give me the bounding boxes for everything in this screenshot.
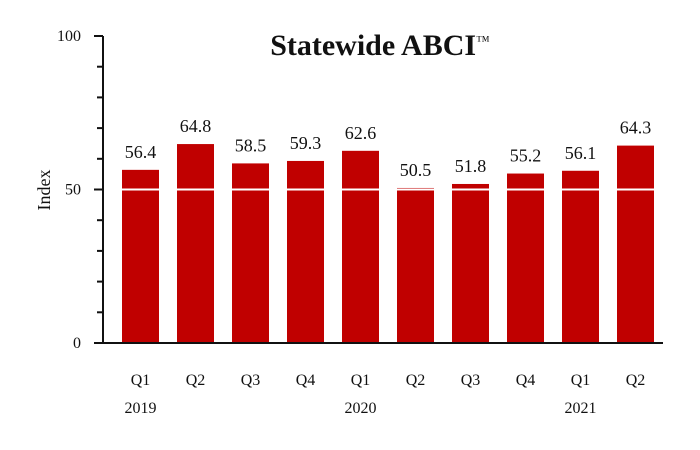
bar [397, 187, 434, 343]
x-tick-label: Q1 [131, 372, 151, 389]
bar [342, 150, 379, 343]
chart-title: Statewide ABCI™ [270, 29, 490, 62]
chart-title-trademark: ™ [476, 34, 490, 49]
year-label: 2021 [565, 400, 597, 417]
y-axis-label: Index [34, 170, 54, 211]
x-tick-label: Q4 [296, 372, 316, 389]
data-label: 50.5 [400, 160, 432, 180]
bar [287, 160, 324, 343]
bar [177, 144, 214, 343]
data-label: 64.8 [180, 116, 212, 136]
bar [507, 173, 544, 343]
data-label: 56.4 [125, 142, 157, 162]
y-tick-label: 50 [65, 182, 81, 199]
bar [617, 145, 654, 343]
bars-group [122, 144, 654, 343]
bar [562, 170, 599, 343]
x-tick-label: Q3 [241, 372, 261, 389]
bar [452, 183, 489, 343]
bar [122, 169, 159, 343]
year-label: 2020 [345, 400, 377, 417]
x-tick-label: Q3 [461, 372, 481, 389]
year-label: 2019 [125, 400, 157, 417]
x-tick-label: Q2 [626, 372, 646, 389]
x-tick-label: Q2 [406, 372, 426, 389]
data-label: 64.3 [620, 118, 652, 138]
y-tick-label: 100 [57, 28, 81, 45]
x-tick-label: Q1 [571, 372, 591, 389]
chart-title-text: Statewide ABCI [270, 29, 476, 62]
y-tick-label: 0 [73, 335, 81, 352]
data-label: 62.6 [345, 123, 377, 143]
x-axis: Q1 Q2 Q3 Q4 Q1 Q2 Q3 Q4 Q1 Q2 2019 2020 2021 [103, 342, 663, 417]
x-tick-label: Q4 [516, 372, 536, 389]
data-label: 51.8 [455, 156, 487, 176]
data-label: 55.2 [510, 146, 542, 166]
x-tick-label: Q2 [186, 372, 206, 389]
x-tick-label: Q1 [351, 372, 371, 389]
bar [232, 163, 269, 343]
y-axis: 0 50 100 [57, 28, 104, 352]
data-label: 59.3 [290, 133, 322, 153]
data-label: 56.1 [565, 143, 597, 163]
data-label: 58.5 [235, 135, 267, 155]
data-labels-group: 56.4 64.8 58.5 59.3 62.6 50.5 51.8 55.2 56.1 64.3 [125, 116, 652, 180]
